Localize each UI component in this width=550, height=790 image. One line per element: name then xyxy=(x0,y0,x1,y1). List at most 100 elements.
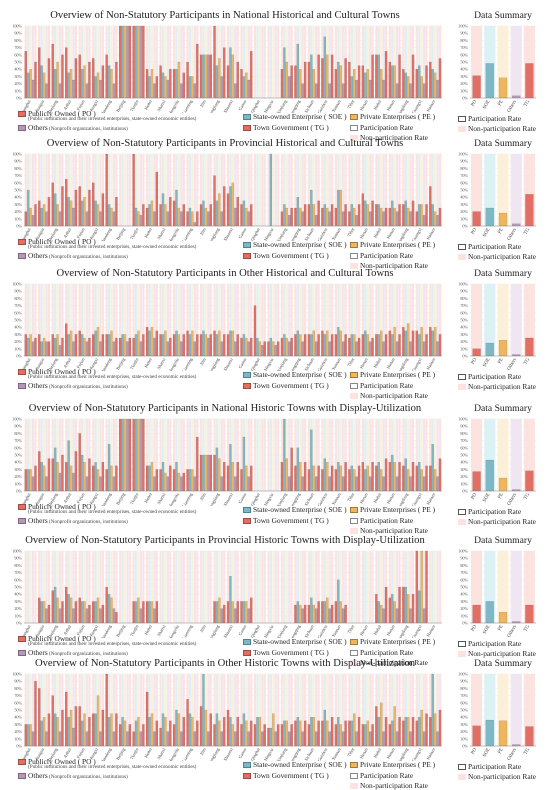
bar-background xyxy=(40,284,43,356)
bar-background xyxy=(366,419,369,491)
bar-background xyxy=(27,551,30,623)
y-tick-label: 40% xyxy=(14,592,22,597)
bar-background xyxy=(81,674,84,746)
bar-background xyxy=(361,284,364,356)
y-tick-label: 50% xyxy=(14,453,22,458)
bar xyxy=(107,204,111,227)
bar-background xyxy=(112,674,116,746)
bar-background xyxy=(177,154,181,226)
bar-background xyxy=(431,284,434,356)
bar xyxy=(202,54,205,99)
bar-background xyxy=(54,284,57,356)
bar xyxy=(337,61,340,99)
x-tick-label: Shaanxi xyxy=(222,98,234,113)
bar-background xyxy=(240,674,243,746)
summary-bar-background xyxy=(484,284,496,356)
bar-background xyxy=(159,154,162,226)
bar xyxy=(218,193,221,227)
bar-background xyxy=(164,284,167,356)
bar xyxy=(145,465,149,492)
summary-bar-background xyxy=(471,154,483,226)
bar-background xyxy=(155,26,158,98)
bar-background xyxy=(402,26,405,98)
x-tick-label: Sichuan xyxy=(303,491,315,506)
summary-bar xyxy=(485,719,494,747)
x-tick-label: Hainan xyxy=(425,356,436,370)
bar-background xyxy=(101,284,105,356)
bar xyxy=(420,327,423,357)
summary-legend-non-participation-rate: Non-participation Rate xyxy=(458,518,536,525)
bar xyxy=(415,720,419,747)
bar-background xyxy=(361,419,364,491)
bar-background xyxy=(240,284,243,356)
summary-y-tick-label: 90% xyxy=(460,424,468,429)
summary-y-tick-label: 10% xyxy=(460,736,468,741)
y-tick-label: 10% xyxy=(14,481,22,486)
bar xyxy=(110,465,113,492)
bar-background xyxy=(166,26,170,98)
bar-background xyxy=(159,551,162,623)
bar xyxy=(139,215,143,227)
bar xyxy=(110,69,113,99)
x-tick-label: Anhui xyxy=(62,226,72,239)
bar xyxy=(425,465,428,492)
bar-background xyxy=(202,551,205,623)
bar xyxy=(150,462,154,492)
bar-background xyxy=(263,284,266,356)
bar xyxy=(94,601,97,624)
bar-background xyxy=(277,284,280,356)
bar xyxy=(80,334,84,357)
bar-background xyxy=(234,419,237,491)
bar xyxy=(148,601,151,624)
bar-background xyxy=(312,26,315,98)
bar-background xyxy=(315,154,318,226)
bar xyxy=(391,594,394,624)
bar-background xyxy=(256,419,259,491)
bar-background xyxy=(148,551,151,623)
bar xyxy=(169,69,172,99)
bar-background xyxy=(61,284,64,356)
bar xyxy=(231,724,235,747)
legend-others: Others (Nonprofit organizations, institu… xyxy=(18,772,128,780)
summary-bar-background xyxy=(510,674,522,746)
x-tick-label: Anhui xyxy=(62,491,72,504)
legend-swatch xyxy=(243,242,251,248)
bar-background xyxy=(342,551,345,623)
bar xyxy=(164,330,167,357)
bar xyxy=(164,717,167,747)
bar-background xyxy=(328,284,331,356)
bar xyxy=(317,465,320,492)
summary-y-tick-label: 50% xyxy=(460,585,468,590)
bar-background xyxy=(375,154,378,226)
bar xyxy=(61,186,64,227)
bar xyxy=(51,695,55,747)
bar xyxy=(169,465,172,492)
bar xyxy=(132,25,135,99)
bar-background xyxy=(280,419,284,491)
bar-background xyxy=(226,551,230,623)
summary-y-tick-label: 70% xyxy=(460,693,468,698)
bar xyxy=(150,713,154,747)
bar-background xyxy=(398,154,401,226)
bar-background xyxy=(348,154,351,226)
summary-bar-background xyxy=(510,26,522,98)
summary-legend-participation-rate: Participation Rate xyxy=(458,508,521,515)
bar-background xyxy=(391,26,394,98)
bar-background xyxy=(404,284,407,356)
summary-x-tick-label: PO xyxy=(471,99,479,107)
bar-background xyxy=(361,551,364,623)
bar xyxy=(377,54,381,99)
bar xyxy=(161,713,165,747)
bar-background xyxy=(250,551,253,623)
bar xyxy=(276,724,280,747)
bar xyxy=(312,717,316,747)
legend-others: Others (Nonprofit organizations, institu… xyxy=(18,649,128,657)
bar-background xyxy=(78,551,81,623)
bar-background xyxy=(45,284,48,356)
summary-y-tick-label: 100% xyxy=(458,417,468,422)
bar-background xyxy=(304,674,307,746)
bar xyxy=(186,211,189,227)
x-tick-label: Hebei xyxy=(143,746,153,758)
bar xyxy=(172,334,176,357)
bar-background xyxy=(83,154,86,226)
